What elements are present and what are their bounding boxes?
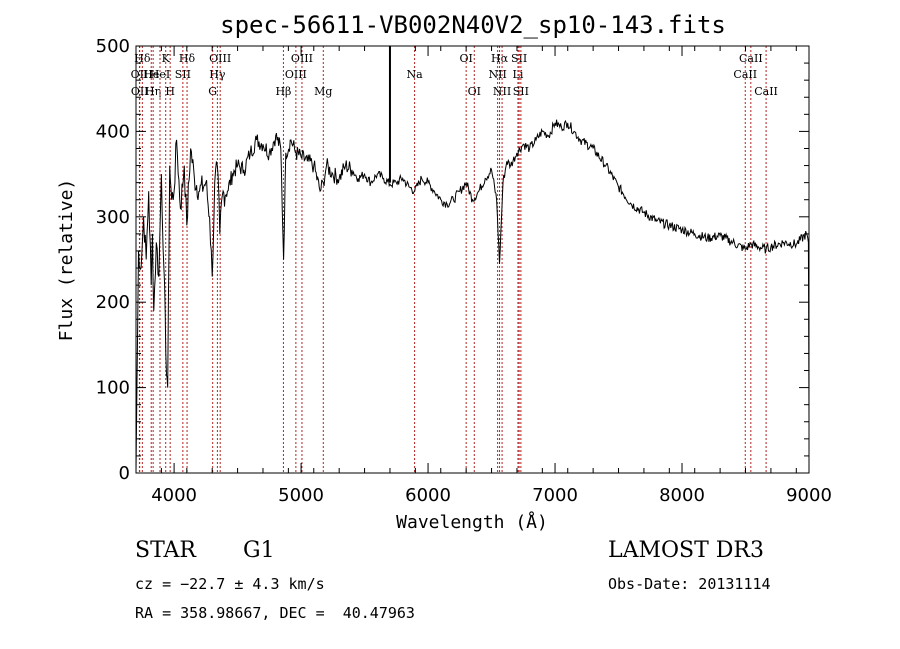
velocity-readout: cz = −22.7 ± 4.3 km/s: [135, 575, 325, 593]
line-label-18: OI: [459, 52, 472, 65]
line-label-6: H: [165, 85, 175, 98]
line-label-8: SII: [175, 68, 191, 81]
line-label-14: OIII: [291, 52, 313, 65]
line-label-10: OIII: [209, 52, 231, 65]
y-tick-label-0: 0: [119, 463, 130, 484]
line-label-27: CaII: [733, 68, 757, 81]
flux-series-line: [135, 119, 810, 474]
y-axis-label: Flux (relative): [56, 179, 77, 342]
coordinates: RA = 358.98667, DEC = 40.47963: [135, 604, 415, 622]
x-tick-label-0: 4000: [151, 485, 197, 506]
y-tick-label-2: 200: [96, 292, 130, 313]
line-label-15: OIII: [285, 68, 307, 81]
line-label-26: CaII: [739, 52, 763, 65]
line-label-9: Hδ: [179, 52, 196, 65]
line-label-25: SII: [513, 85, 529, 98]
x-axis-label: Wavelength (Å): [396, 511, 548, 533]
line-label-16: Mg: [314, 85, 332, 98]
x-tick-label-4: 8000: [659, 485, 705, 506]
chart-title: spec-56611-VB002N40V2_sp10-143.fits: [220, 11, 726, 39]
y-tick-label-4: 400: [96, 121, 130, 142]
x-tick-label-1: 5000: [278, 485, 324, 506]
line-label-28: CaII: [754, 85, 778, 98]
survey-name: LAMOST DR3: [608, 538, 764, 563]
line-label-17: Na: [407, 68, 424, 81]
object-type: STAR: [135, 538, 196, 563]
line-label-19: OI: [468, 85, 481, 98]
line-label-3: He: [143, 68, 159, 81]
y-tick-label-5: 500: [96, 36, 130, 57]
line-label-0: Hδ: [134, 52, 151, 65]
y-tick-label-1: 100: [96, 378, 130, 399]
x-tick-label-2: 6000: [405, 485, 451, 506]
line-label-12: G: [208, 85, 217, 98]
line-label-7: HeI: [150, 68, 170, 81]
line-label-5: K: [162, 52, 171, 65]
series-layer: [135, 46, 810, 474]
x-tick-label-5: 9000: [786, 485, 832, 506]
line-label-22: NII: [493, 85, 511, 98]
line-label-4: Hη: [145, 85, 161, 98]
line-label-11: Hγ: [209, 68, 226, 81]
line-label-13: Hβ: [275, 85, 291, 98]
plot-frame: [135, 45, 810, 474]
x-tick-label-3: 7000: [532, 485, 578, 506]
spectrum-chart: spec-56611-VB002N40V2_sp10-143.fits Hδ OI…: [56, 11, 832, 533]
object-subclass: G1: [243, 538, 275, 563]
line-label-23: SII: [511, 52, 527, 65]
line-label-24: Li: [513, 68, 524, 81]
axes: 4000 5000 6000 7000 8000 9000 0 100 200 300 400 500: [96, 36, 832, 506]
line-label-2: OII: [131, 85, 149, 98]
line-label-20: Hα: [491, 52, 509, 65]
line-label-21: NII: [488, 68, 506, 81]
obs-date: Obs-Date: 20131114: [608, 575, 771, 593]
y-tick-label-3: 300: [96, 207, 130, 228]
